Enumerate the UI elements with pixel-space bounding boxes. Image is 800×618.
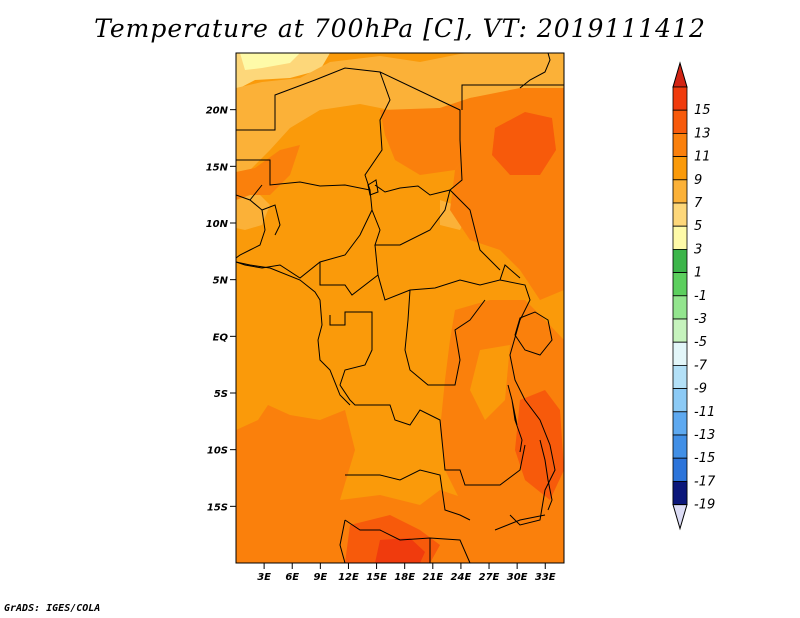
lon-tick-label: 3E bbox=[257, 572, 271, 583]
colorbar-label: -17 bbox=[694, 474, 716, 489]
colorbar-label: 13 bbox=[694, 126, 711, 141]
colorbar-segment bbox=[672, 272, 688, 297]
colorbar-segment bbox=[672, 86, 688, 111]
colorbar-segment bbox=[672, 318, 688, 343]
colorbar-segment bbox=[672, 156, 688, 181]
colorbar-label: -5 bbox=[694, 335, 707, 350]
colorbar-label: -13 bbox=[694, 428, 715, 443]
warm-region-north-pale bbox=[240, 53, 300, 70]
latitude-axis: 20N 15N 10N 5N EQ 5S 10S 15S bbox=[206, 106, 236, 513]
warm-region-13-sudan bbox=[492, 112, 556, 175]
lon-tick-label: 18E bbox=[394, 572, 415, 583]
warm-region-north-7 bbox=[236, 53, 564, 172]
lat-tick-label: 5S bbox=[214, 389, 228, 400]
colorbar-segment bbox=[672, 388, 688, 413]
country-borders bbox=[236, 53, 564, 563]
warm-region-7-patch-a bbox=[236, 190, 270, 230]
lake-victoria bbox=[514, 311, 553, 356]
lake-malawi bbox=[539, 439, 553, 511]
colorbar-segment bbox=[672, 341, 688, 366]
colorbar-label: 11 bbox=[694, 150, 711, 165]
colorbar-segment bbox=[672, 411, 688, 436]
lon-tick-label: 6E bbox=[285, 572, 299, 583]
lat-tick-label: 15N bbox=[206, 162, 229, 173]
lat-tick-label: 10N bbox=[206, 219, 229, 230]
colorbar-label: 7 bbox=[694, 196, 703, 211]
lat-tick-label: 20N bbox=[206, 106, 229, 117]
lon-tick-label: 12E bbox=[338, 572, 359, 583]
colorbar-label: -7 bbox=[694, 358, 708, 373]
border-lines-congo bbox=[329, 279, 556, 526]
colorbar-label: 3 bbox=[694, 242, 702, 257]
lon-tick-label: 27E bbox=[479, 572, 500, 583]
colorbar-label: -9 bbox=[694, 382, 707, 397]
colorbar-bottom-arrow bbox=[672, 504, 688, 531]
lon-tick-label: 21E bbox=[422, 572, 443, 583]
colorbar-segment bbox=[672, 248, 688, 273]
warm-region-11-sahel bbox=[380, 98, 470, 175]
lon-tick-label: 24E bbox=[451, 572, 472, 583]
border-lines-central bbox=[319, 189, 521, 301]
colorbar-top-arrow bbox=[672, 61, 688, 88]
colorbar-label: 9 bbox=[694, 173, 702, 188]
colorbar-label: -1 bbox=[694, 289, 707, 304]
lon-tick-label: 9E bbox=[313, 572, 327, 583]
longitude-axis: 3E 6E 9E 12E 15E 18E 21E 24E 27E 30E 33E bbox=[257, 563, 556, 583]
lat-tick-label: 5N bbox=[213, 276, 229, 287]
warm-region-15-south bbox=[375, 538, 425, 563]
lon-tick-label: 30E bbox=[507, 572, 528, 583]
colorbar-label: -11 bbox=[694, 405, 715, 420]
lat-tick-label: EQ bbox=[213, 332, 229, 343]
colorbar-segment bbox=[672, 225, 688, 250]
colorbar-segment bbox=[672, 434, 688, 459]
lon-tick-label: 33E bbox=[535, 572, 556, 583]
map-title: Temperature at 700hPa [C], VT: 201911141… bbox=[94, 14, 706, 43]
colorbar-segment bbox=[672, 109, 688, 134]
colorbar-segment bbox=[672, 132, 688, 157]
warm-region-11-west bbox=[236, 145, 300, 200]
red-sea-coast bbox=[519, 53, 551, 89]
colorbar-label: -3 bbox=[694, 312, 707, 327]
colorbar-segment bbox=[672, 179, 688, 204]
grads-credit: GrADS: IGES/COLA bbox=[4, 603, 101, 614]
warm-region-9-east-notch bbox=[470, 345, 510, 420]
temperature-map: 20N 15N 10N 5N EQ 5S 10S 15S 3E 6E 9E 12E 15E 18E 21E… bbox=[206, 52, 565, 583]
border-lines-south bbox=[339, 469, 546, 563]
warm-region-13-east bbox=[515, 390, 564, 500]
colorbar-segment bbox=[672, 364, 688, 389]
colorbar-label: -15 bbox=[694, 451, 715, 466]
colorbar-segment bbox=[672, 457, 688, 482]
lat-tick-label: 15S bbox=[207, 502, 228, 513]
colorbar-label: -19 bbox=[694, 498, 715, 513]
warm-region-11-southwest bbox=[236, 405, 360, 563]
colorbar-segment bbox=[672, 202, 688, 227]
colorbar-segment bbox=[672, 295, 688, 320]
border-lines-west bbox=[236, 184, 281, 259]
colorbar-label: 15 bbox=[694, 103, 711, 118]
colorbar-label: 5 bbox=[694, 219, 702, 234]
border-lines-north bbox=[236, 67, 564, 279]
lake-chad bbox=[367, 179, 379, 196]
lon-tick-label: 15E bbox=[366, 572, 387, 583]
warm-region-11-east bbox=[440, 300, 564, 563]
colorbar-bottom-segment bbox=[672, 480, 688, 505]
coast-gulf-of-guinea bbox=[236, 261, 351, 406]
lake-tanganyika bbox=[507, 384, 523, 453]
colorbar: 15 13 11 9 7 5 3 1 -1 -3 -5 -7 -9 -11 -13 -15 -17 -19 bbox=[672, 61, 716, 531]
map-frame bbox=[235, 52, 565, 564]
colorbar-label: 1 bbox=[694, 266, 702, 281]
lat-tick-label: 10S bbox=[207, 446, 228, 457]
